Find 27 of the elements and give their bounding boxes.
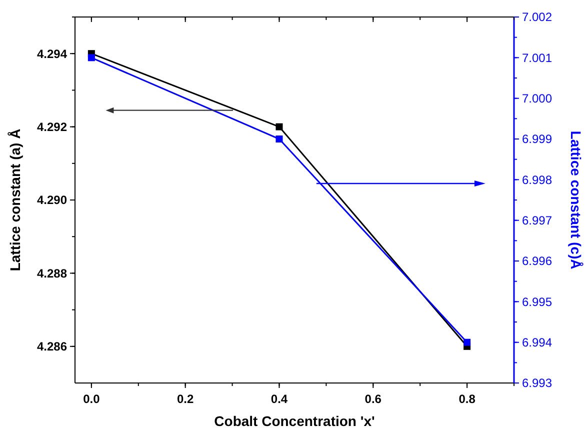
- point: [88, 54, 95, 62]
- y2-tick-label: 6.996: [522, 254, 552, 268]
- y2-tick-label: 6.999: [522, 132, 552, 146]
- y-tick-label: 4.294: [36, 46, 68, 61]
- y-tick-label: 4.290: [36, 193, 68, 208]
- y2-tick-label: 6.994: [522, 336, 552, 350]
- y2-tick-label: 6.993: [522, 376, 552, 390]
- y2-tick-label: 6.998: [522, 172, 552, 187]
- x-tick-label: 0.2: [176, 392, 194, 406]
- x-tick-label: 0.8: [458, 392, 476, 406]
- y-tick-label: 4.292: [36, 120, 68, 134]
- point: [276, 136, 283, 142]
- point: [276, 123, 283, 130]
- y2-tick-label: 6.995: [522, 294, 552, 309]
- x-axis-title: Cobalt Concentration 'x': [214, 413, 375, 429]
- y-tick-label: 4.286: [36, 340, 68, 354]
- y2-tick-label: 6.997: [522, 214, 552, 228]
- y-tick-label: 4.288: [36, 266, 68, 280]
- y2-tick-label: 7.000: [522, 92, 552, 106]
- y2-tick-label: 7.002: [522, 10, 552, 24]
- x-tick-label: 0.0: [83, 392, 100, 406]
- x-tick-label: 0.6: [364, 392, 382, 406]
- y2-tick-label: 7.001: [522, 50, 552, 65]
- x-tick-label: 0.4: [270, 392, 288, 406]
- point: [464, 338, 471, 346]
- y-axis-title: Lattice constant (a) Å: [7, 128, 23, 272]
- y2-axis-title: Lattice constant (c)Å: [568, 130, 584, 270]
